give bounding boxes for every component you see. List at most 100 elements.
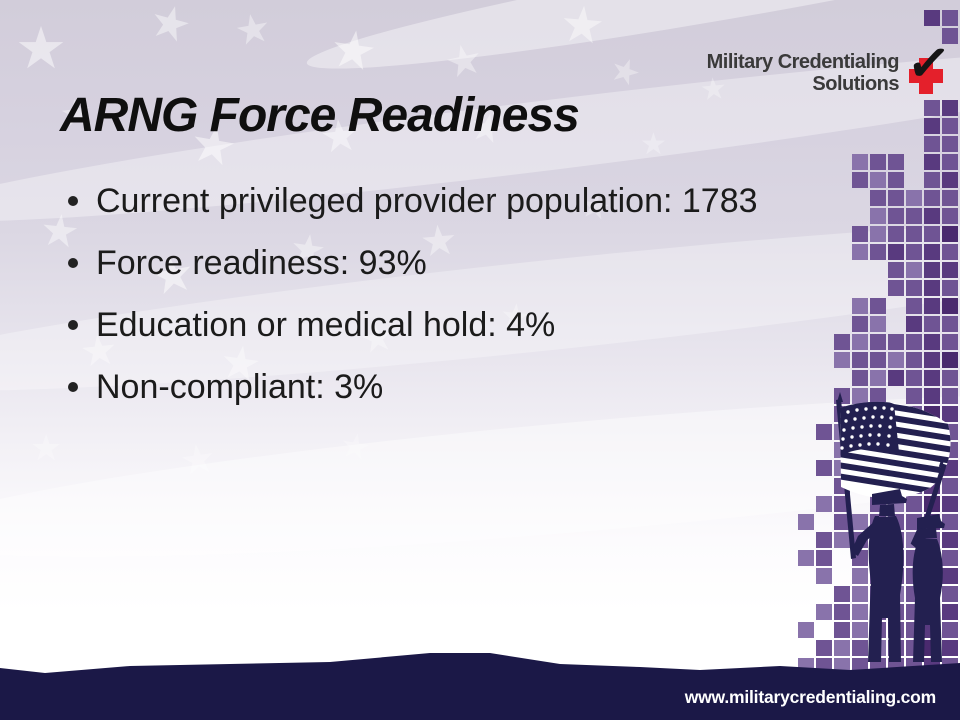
mosaic-tile	[834, 334, 850, 350]
mosaic-tile	[906, 334, 922, 350]
mosaic-tile	[816, 568, 832, 584]
bullet-item: Education or medical hold: 4%	[60, 294, 890, 356]
mosaic-tile	[888, 262, 904, 278]
mosaic-tile	[942, 604, 958, 620]
mosaic-tile	[906, 388, 922, 404]
mosaic-tile	[852, 244, 868, 260]
bullet-item: Non-compliant: 3%	[60, 356, 890, 418]
mosaic-tile	[924, 334, 940, 350]
mosaic-tile	[924, 172, 940, 188]
mosaic-tile	[924, 190, 940, 206]
mosaic-tile	[870, 226, 886, 242]
mosaic-tile	[834, 604, 850, 620]
mosaic-tile	[942, 244, 958, 260]
mosaic-tile	[888, 208, 904, 224]
mosaic-tile	[870, 154, 886, 170]
mosaic-tile	[852, 154, 868, 170]
mosaic-tile	[870, 316, 886, 332]
mosaic-tile	[924, 10, 940, 26]
mosaic-tile	[852, 622, 868, 638]
mosaic-tile	[942, 10, 958, 26]
mosaic-tile	[924, 118, 940, 134]
mosaic-tile	[852, 568, 868, 584]
mosaic-tile	[870, 298, 886, 314]
mosaic-tile	[942, 298, 958, 314]
mosaic-tile	[942, 262, 958, 278]
star-icon: ★	[15, 16, 67, 81]
mosaic-tile	[942, 28, 958, 44]
mosaic-tile	[924, 100, 940, 116]
mosaic-tile	[852, 226, 868, 242]
star-icon: ★	[557, 0, 608, 55]
mosaic-tile	[888, 244, 904, 260]
mosaic-tile	[852, 604, 868, 620]
mosaic-tile	[888, 190, 904, 206]
mosaic-tile	[924, 208, 940, 224]
mosaic-tile	[816, 550, 832, 566]
mosaic-tile	[870, 352, 886, 368]
mosaic-tile	[834, 640, 850, 656]
mosaic-tile	[852, 352, 868, 368]
mosaic-tile	[906, 496, 922, 512]
logo-line2: Solutions	[812, 73, 899, 95]
star-icon: ★	[143, 0, 198, 54]
mosaic-tile	[888, 226, 904, 242]
mosaic-tile	[888, 352, 904, 368]
mosaic-tile	[924, 298, 940, 314]
mosaic-tile	[852, 640, 868, 656]
mosaic-tile	[888, 280, 904, 296]
mosaic-tile	[942, 568, 958, 584]
star-icon: ★	[30, 427, 63, 468]
mosaic-tile	[798, 550, 814, 566]
mosaic-tile	[924, 262, 940, 278]
mosaic-tile	[834, 352, 850, 368]
mosaic-tile	[798, 514, 814, 530]
mosaic-tile	[924, 226, 940, 242]
mosaic-tile	[888, 334, 904, 350]
star-icon: ★	[326, 19, 381, 83]
mosaic-tile	[942, 280, 958, 296]
mosaic-tile	[942, 388, 958, 404]
cross-horizontal-bar	[909, 69, 943, 83]
mosaic-tile	[852, 298, 868, 314]
mosaic-tile	[852, 586, 868, 602]
mosaic-tile	[888, 154, 904, 170]
mosaic-tile	[870, 190, 886, 206]
mosaic-tile	[924, 154, 940, 170]
mosaic-tile	[852, 316, 868, 332]
star-icon: ★	[231, 5, 275, 55]
checkmark-icon: ✓	[904, 32, 954, 96]
star-icon: ★	[440, 33, 488, 88]
mosaic-tile	[870, 334, 886, 350]
mosaic-tile	[942, 370, 958, 386]
mosaic-tile	[906, 370, 922, 386]
mosaic-tile	[906, 190, 922, 206]
mosaic-tile	[834, 586, 850, 602]
mosaic-tile	[906, 262, 922, 278]
star-icon: ★	[336, 425, 374, 469]
mosaic-tile	[942, 532, 958, 548]
mosaic-tile	[924, 388, 940, 404]
mosaic-tile	[888, 172, 904, 188]
mosaic-tile	[942, 118, 958, 134]
mosaic-tile	[870, 172, 886, 188]
mosaic-tile	[942, 334, 958, 350]
mosaic-tile	[942, 514, 958, 530]
mosaic-tile	[870, 370, 886, 386]
mosaic-tile	[942, 586, 958, 602]
mosaic-tile	[942, 154, 958, 170]
red-cross-check-icon: ✓	[904, 33, 953, 96]
mosaic-tile	[870, 244, 886, 260]
mosaic-tile	[906, 316, 922, 332]
mosaic-tile	[942, 478, 958, 494]
mosaic-tile	[906, 208, 922, 224]
logo: Military Credentialing Solutions ✓	[707, 33, 954, 96]
mosaic-tile	[942, 172, 958, 188]
mosaic-tile	[816, 460, 832, 476]
mosaic-tile	[942, 622, 958, 638]
mosaic-tile	[924, 352, 940, 368]
mosaic-tile	[906, 298, 922, 314]
mosaic-tile	[834, 622, 850, 638]
mosaic-tile	[942, 208, 958, 224]
bullet-item: Force readiness: 93%	[60, 232, 890, 294]
